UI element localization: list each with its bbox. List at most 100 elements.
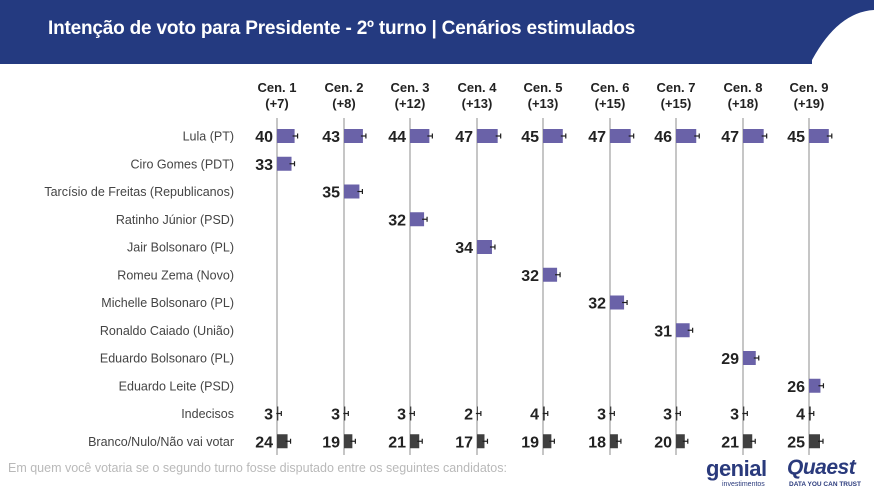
column-header-cen-1: Cen. 1 [257,80,296,95]
header-background [0,0,874,64]
column-header-cen-2: Cen. 2 [324,80,363,95]
data-label: 47 [588,129,606,146]
column-margin-cen-3: (+12) [395,96,426,111]
column-header-cen-5: Cen. 5 [523,80,562,95]
row-label: Eduardo Leite (PSD) [119,379,234,393]
row-label: Jair Bolsonaro (PL) [127,241,234,255]
bar-lula [743,129,764,143]
bar-candidate [809,378,821,393]
quaest-logo: Quaest DATA YOU CAN TRUST [787,456,869,492]
data-label: 33 [255,157,273,174]
data-label: 20 [654,434,672,451]
data-label: 21 [388,434,406,451]
data-label: 17 [455,434,473,451]
data-label: 35 [322,185,340,202]
data-label: 3 [264,407,273,424]
data-label: 19 [521,434,539,451]
bar-candidate [543,267,558,282]
data-label: 47 [721,129,739,146]
bar-lula [410,129,430,143]
row-label: Tarcísio de Freitas (Republicanos) [44,185,234,199]
data-label: 3 [597,407,606,424]
data-label: 3 [331,407,340,424]
bar-lula [477,129,498,143]
data-label: 46 [654,129,672,146]
bar-lula [610,129,631,143]
bar-lula [277,129,295,143]
bar-candidate [277,156,292,171]
column-margin-cen-7: (+15) [661,96,692,111]
column-header-cen-7: Cen. 7 [656,80,695,95]
row-label: Ronaldo Caiado (União) [100,324,234,338]
genial-logo-subtext: investimentos [722,481,765,488]
data-label: 44 [388,129,406,146]
column-margin-cen-8: (+18) [728,96,759,111]
column-margin-cen-6: (+15) [595,96,626,111]
data-label: 45 [521,129,539,146]
data-label: 4 [796,407,805,424]
row-label: Ciro Gomes (PDT) [131,157,234,171]
bar-candidate [743,351,756,365]
data-label: 32 [388,212,406,229]
footnote: Em quem você votaria se o segundo turno … [8,461,507,475]
genial-logo: genial investimentos [706,456,778,492]
column-margin-cen-9: (+19) [794,96,825,111]
bar-lula [676,129,697,143]
bar-other [477,434,485,449]
bar-other [676,434,685,449]
bar-candidate [676,323,690,338]
page-title: Intenção de voto para Presidente - 2º tu… [48,18,636,39]
column-header-cen-4: Cen. 4 [457,80,497,95]
data-label: 40 [255,129,273,146]
bar-lula [543,129,563,143]
bar-candidate [477,240,492,254]
bar-other [410,434,420,449]
data-label: 19 [322,434,340,451]
row-label: Branco/Nulo/Não vai votar [88,435,234,449]
bar-other [809,434,820,449]
header-banner: Intenção de voto para Presidente - 2º tu… [0,0,874,64]
column-header-cen-8: Cen. 8 [723,80,762,95]
column-margin-cen-4: (+13) [462,96,493,111]
row-label: Romeu Zema (Novo) [117,268,234,282]
data-label: 32 [521,268,539,285]
column-margin-cen-1: (+7) [265,96,288,111]
column-header-cen-3: Cen. 3 [390,80,429,95]
row-label: Lula (PT) [183,130,234,144]
data-label: 31 [654,323,672,340]
column-header-cen-6: Cen. 6 [590,80,629,95]
quaest-logo-subtext: DATA YOU CAN TRUST [789,481,861,488]
data-label: 18 [588,434,606,451]
row-label: Eduardo Bolsonaro (PL) [100,352,234,366]
bar-other [344,434,353,449]
data-label: 34 [455,240,473,257]
bar-other [743,434,753,449]
bar-other [543,434,552,449]
row-label: Ratinho Júnior (PSD) [116,213,234,227]
data-label: 3 [663,407,672,424]
bar-other [277,434,288,449]
data-label: 3 [730,407,739,424]
bar-candidate [610,295,625,310]
row-label: Indecisos [181,407,234,421]
data-label: 32 [588,296,606,313]
row-label: Michelle Bolsonaro (PL) [101,296,234,310]
bar-lula [809,129,829,143]
data-label: 47 [455,129,473,146]
data-label: 25 [787,434,805,451]
bar-other [610,434,618,449]
column-header-cen-9: Cen. 9 [789,80,828,95]
data-label: 21 [721,434,739,451]
bar-candidate [344,184,360,199]
data-label: 2 [464,407,473,424]
bar-lula [344,129,363,143]
data-label: 3 [397,407,406,424]
genial-logo-text: genial [706,456,767,481]
data-label: 24 [255,434,273,451]
data-label: 26 [787,379,805,396]
data-label: 45 [787,129,805,146]
bar-candidate [410,212,425,227]
column-margin-cen-2: (+8) [332,96,355,111]
data-label: 4 [530,407,539,424]
